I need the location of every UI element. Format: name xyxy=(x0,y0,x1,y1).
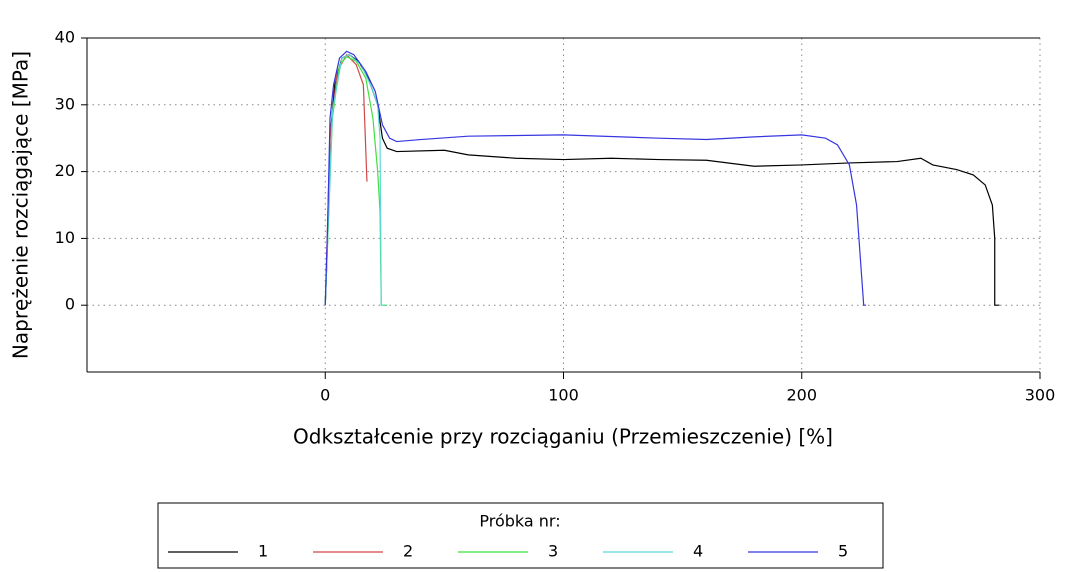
y-tick-label: 10 xyxy=(55,228,75,247)
x-tick-label: 100 xyxy=(548,386,579,405)
x-tick-label: 200 xyxy=(786,386,817,405)
y-tick-label: 20 xyxy=(55,161,75,180)
y-tick-label: 40 xyxy=(55,28,75,47)
legend-label: 2 xyxy=(403,542,413,561)
legend-title: Próbka nr: xyxy=(479,512,560,531)
x-tick-label: 300 xyxy=(1025,386,1056,405)
series-line xyxy=(324,54,1000,306)
x-axis-label: Odkształcenie przy rozciąganiu (Przemies… xyxy=(293,425,833,449)
series-line xyxy=(324,53,368,306)
y-tick-label: 0 xyxy=(65,295,75,314)
legend-label: 3 xyxy=(548,542,558,561)
legend-label: 1 xyxy=(258,542,268,561)
y-axis-label: Naprężenie rozciągające [MPa] xyxy=(9,51,33,359)
y-tick-label: 30 xyxy=(55,94,75,113)
series-line xyxy=(324,50,867,306)
legend-box xyxy=(157,502,884,569)
x-tick-label: 0 xyxy=(320,386,330,405)
legend-label: 4 xyxy=(693,542,703,561)
series-line xyxy=(324,53,385,306)
legend-label: 5 xyxy=(838,542,848,561)
